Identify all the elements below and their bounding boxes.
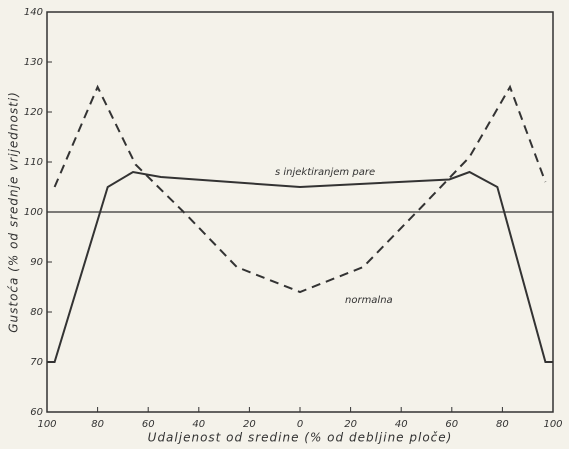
series-line <box>53 84 547 294</box>
x-tick-label: 60 <box>445 419 458 430</box>
x-tick-label: 40 <box>395 419 408 430</box>
y-tick-label: 80 <box>30 307 43 318</box>
series-annotation: s injektiranjem pare <box>275 167 375 178</box>
series-annotation: normalna <box>345 295 393 306</box>
y-tick-label: 100 <box>24 207 43 218</box>
x-axis-label: Udaljenost od sredine (% od debljine plo… <box>148 431 453 445</box>
x-tick-label: 60 <box>142 419 155 430</box>
x-tick-label: 0 <box>297 419 303 430</box>
x-tick-label: 80 <box>91 419 104 430</box>
y-axis-label: Gustoća (% od srednje vrijednosti) <box>7 91 21 333</box>
x-tick-label: 20 <box>344 419 357 430</box>
x-tick-label: 40 <box>192 419 205 430</box>
y-tick-label: 90 <box>30 257 43 268</box>
x-tick-label: 100 <box>543 419 562 430</box>
x-tick-label: 20 <box>243 419 256 430</box>
x-tick-label: 80 <box>496 419 509 430</box>
y-tick-label: 60 <box>30 407 43 418</box>
y-tick-label: 120 <box>24 107 43 118</box>
series-line <box>47 170 553 363</box>
y-tick-label: 110 <box>24 157 43 168</box>
y-tick-label: 130 <box>24 57 43 68</box>
x-tick-label: 100 <box>37 419 56 430</box>
y-tick-label: 140 <box>24 7 43 18</box>
y-tick-label: 70 <box>30 357 43 368</box>
